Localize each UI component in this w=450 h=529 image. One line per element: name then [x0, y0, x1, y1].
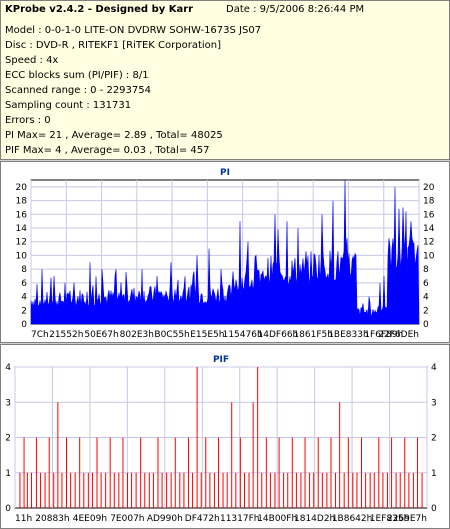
pif-ytick-right: 0 [431, 504, 437, 514]
pi-ytick-left: 2 [21, 306, 27, 316]
pi-xtick: 21552h [49, 330, 83, 340]
pif-chart: PIF 0 0 1 1 2 2 3 3 4 4 11h 20883h 4EE09h 7E007h AD990h… [5, 355, 437, 524]
pi-ytick-right: 12 [423, 238, 434, 248]
pi-ytick-left: 18 [16, 197, 28, 207]
pif-xtick: 2269E7h [387, 514, 427, 524]
pi-xtick: 802E3h [120, 330, 154, 340]
info-disc: Disc : DVD-R , RITEKF1 [RiTEK Corporatio… [5, 40, 222, 51]
pi-ytick-left: 0 [21, 320, 27, 330]
pif-xtick: DF472h [185, 514, 220, 524]
pi-ytick-right: 4 [423, 293, 429, 303]
pi-xtick: E15E5h [190, 330, 224, 340]
pif-xtick: 11317Fh [220, 514, 260, 524]
pi-ytick-left: 20 [16, 183, 28, 193]
info-sampling: Sampling count : 131731 [5, 100, 132, 111]
info-errors: Errors : 0 [5, 115, 51, 126]
pi-ytick-left: 16 [16, 210, 28, 220]
pif-ytick-left: 2 [5, 434, 11, 444]
app-title: KProbe v2.4.2 - Designed by Karr [5, 4, 194, 15]
pif-xtick: 20883h [35, 514, 69, 524]
pif-xtick: 1B8642h [332, 514, 373, 524]
pi-ytick-right: 0 [423, 320, 429, 330]
pif-ytick-left: 1 [5, 469, 11, 479]
pi-ytick-right: 20 [423, 183, 435, 193]
pif-title: PIF [213, 355, 229, 365]
info-speed: Speed : 4x [5, 55, 59, 66]
pi-xtick: 14DF66h [258, 330, 299, 340]
pi-xtick: 22F6DEh [378, 330, 419, 340]
pif-xtick: 7E007h [110, 514, 144, 524]
pi-xtick: 7Ch [31, 330, 49, 340]
info-panel: KProbe v2.4.2 - Designed by Karr Date : … [0, 0, 450, 160]
info-range: Scanned range : 0 - 2293754 [5, 85, 151, 96]
pif-ytick-left: 4 [5, 363, 11, 373]
pi-ytick-left: 12 [16, 238, 27, 248]
pi-ytick-right: 2 [423, 306, 429, 316]
scan-date: Date : 9/5/2006 8:26:44 PM [226, 4, 365, 15]
pif-ytick-left: 3 [5, 398, 11, 408]
pif-xtick: 11h [15, 514, 32, 524]
pi-ytick-right: 16 [423, 210, 435, 220]
pi-xtick: 1F6F89h [364, 330, 403, 340]
pi-xtick: B0C55h [154, 330, 189, 340]
info-pif-stats: PIF Max= 4 , Average= 0.03 , Total= 457 [5, 145, 210, 156]
pif-xtick: 1814D2h [294, 514, 335, 524]
pi-ytick-left: 6 [21, 279, 27, 289]
pi-ytick-right: 18 [423, 197, 435, 207]
info-pi-stats: PI Max= 21 , Average= 2.89 , Total= 4802… [5, 130, 223, 141]
pi-xtick: 1861F5h [293, 330, 333, 340]
pi-chart-panel: PI 0 0 2 2 4 4 6 6 8 8 10 10 12 12 14 14 16 16 18 18 20 20 7Ch 2… [0, 161, 450, 343]
pi-ytick-left: 10 [16, 251, 28, 261]
pi-ytick-right: 10 [423, 251, 435, 261]
pi-xtick: 1BE833h [328, 330, 368, 340]
pif-xtick: AD990h [147, 514, 183, 524]
pi-xtick: 115476h [223, 330, 263, 340]
pif-ytick-left: 0 [5, 504, 11, 514]
pif-chart-panel: PIF 0 0 1 1 2 2 3 3 4 4 11h 20883h 4EE09h 7E007h AD990h… [0, 344, 450, 529]
pi-ytick-left: 14 [16, 224, 28, 234]
pi-title: PI [220, 168, 230, 178]
pi-ytick-right: 8 [423, 265, 429, 275]
info-model: Model : 0-0-1-0 LITE-ON DVDRW SOHW-1673S… [5, 25, 262, 36]
pi-ytick-right: 14 [423, 224, 435, 234]
pif-ytick-right: 3 [431, 398, 437, 408]
info-ecc: ECC blocks sum (PI/PIF) : 8/1 [5, 70, 149, 81]
pif-ytick-right: 1 [431, 469, 437, 479]
pif-xtick: 1EF835h [370, 514, 409, 524]
pi-ytick-right: 6 [423, 279, 429, 289]
pi-xtick: 50E67h [84, 330, 118, 340]
pi-series [30, 179, 420, 325]
pif-ytick-right: 2 [431, 434, 437, 444]
pif-ytick-right: 4 [431, 363, 437, 373]
pi-ytick-left: 4 [21, 293, 27, 303]
pif-xtick: 14B00Fh [257, 514, 297, 524]
pi-ytick-left: 8 [21, 265, 27, 275]
pif-xtick: 4EE09h [73, 514, 107, 524]
